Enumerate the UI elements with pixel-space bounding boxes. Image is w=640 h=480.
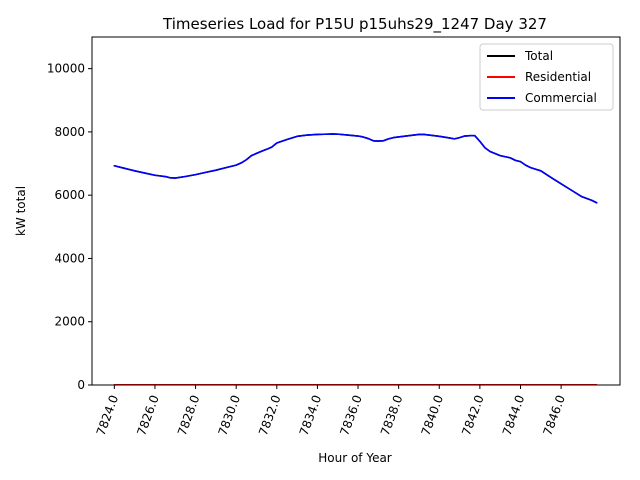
legend: Total Residential Commercial [479,43,614,111]
series-line-commercial [113,133,598,204]
y-axis-label: kW total [14,186,28,236]
legend-label-commercial: Commercial [525,91,597,105]
y-tick-label: 0 [77,378,85,392]
legend-box [479,43,614,111]
chart-title: Timeseries Load for P15U p15uhs29_1247 D… [162,15,547,34]
y-tick-label: 4000 [54,251,85,265]
y-tick-label: 6000 [54,188,85,202]
y-tick-label: 2000 [54,315,85,329]
legend-label-residential: Residential [525,70,591,84]
legend-label-total: Total [524,49,553,63]
x-axis-label: Hour of Year [318,451,392,465]
y-tick-label: 8000 [54,125,85,139]
y-tick-label: 10000 [47,62,85,76]
plot-frame [91,36,621,386]
